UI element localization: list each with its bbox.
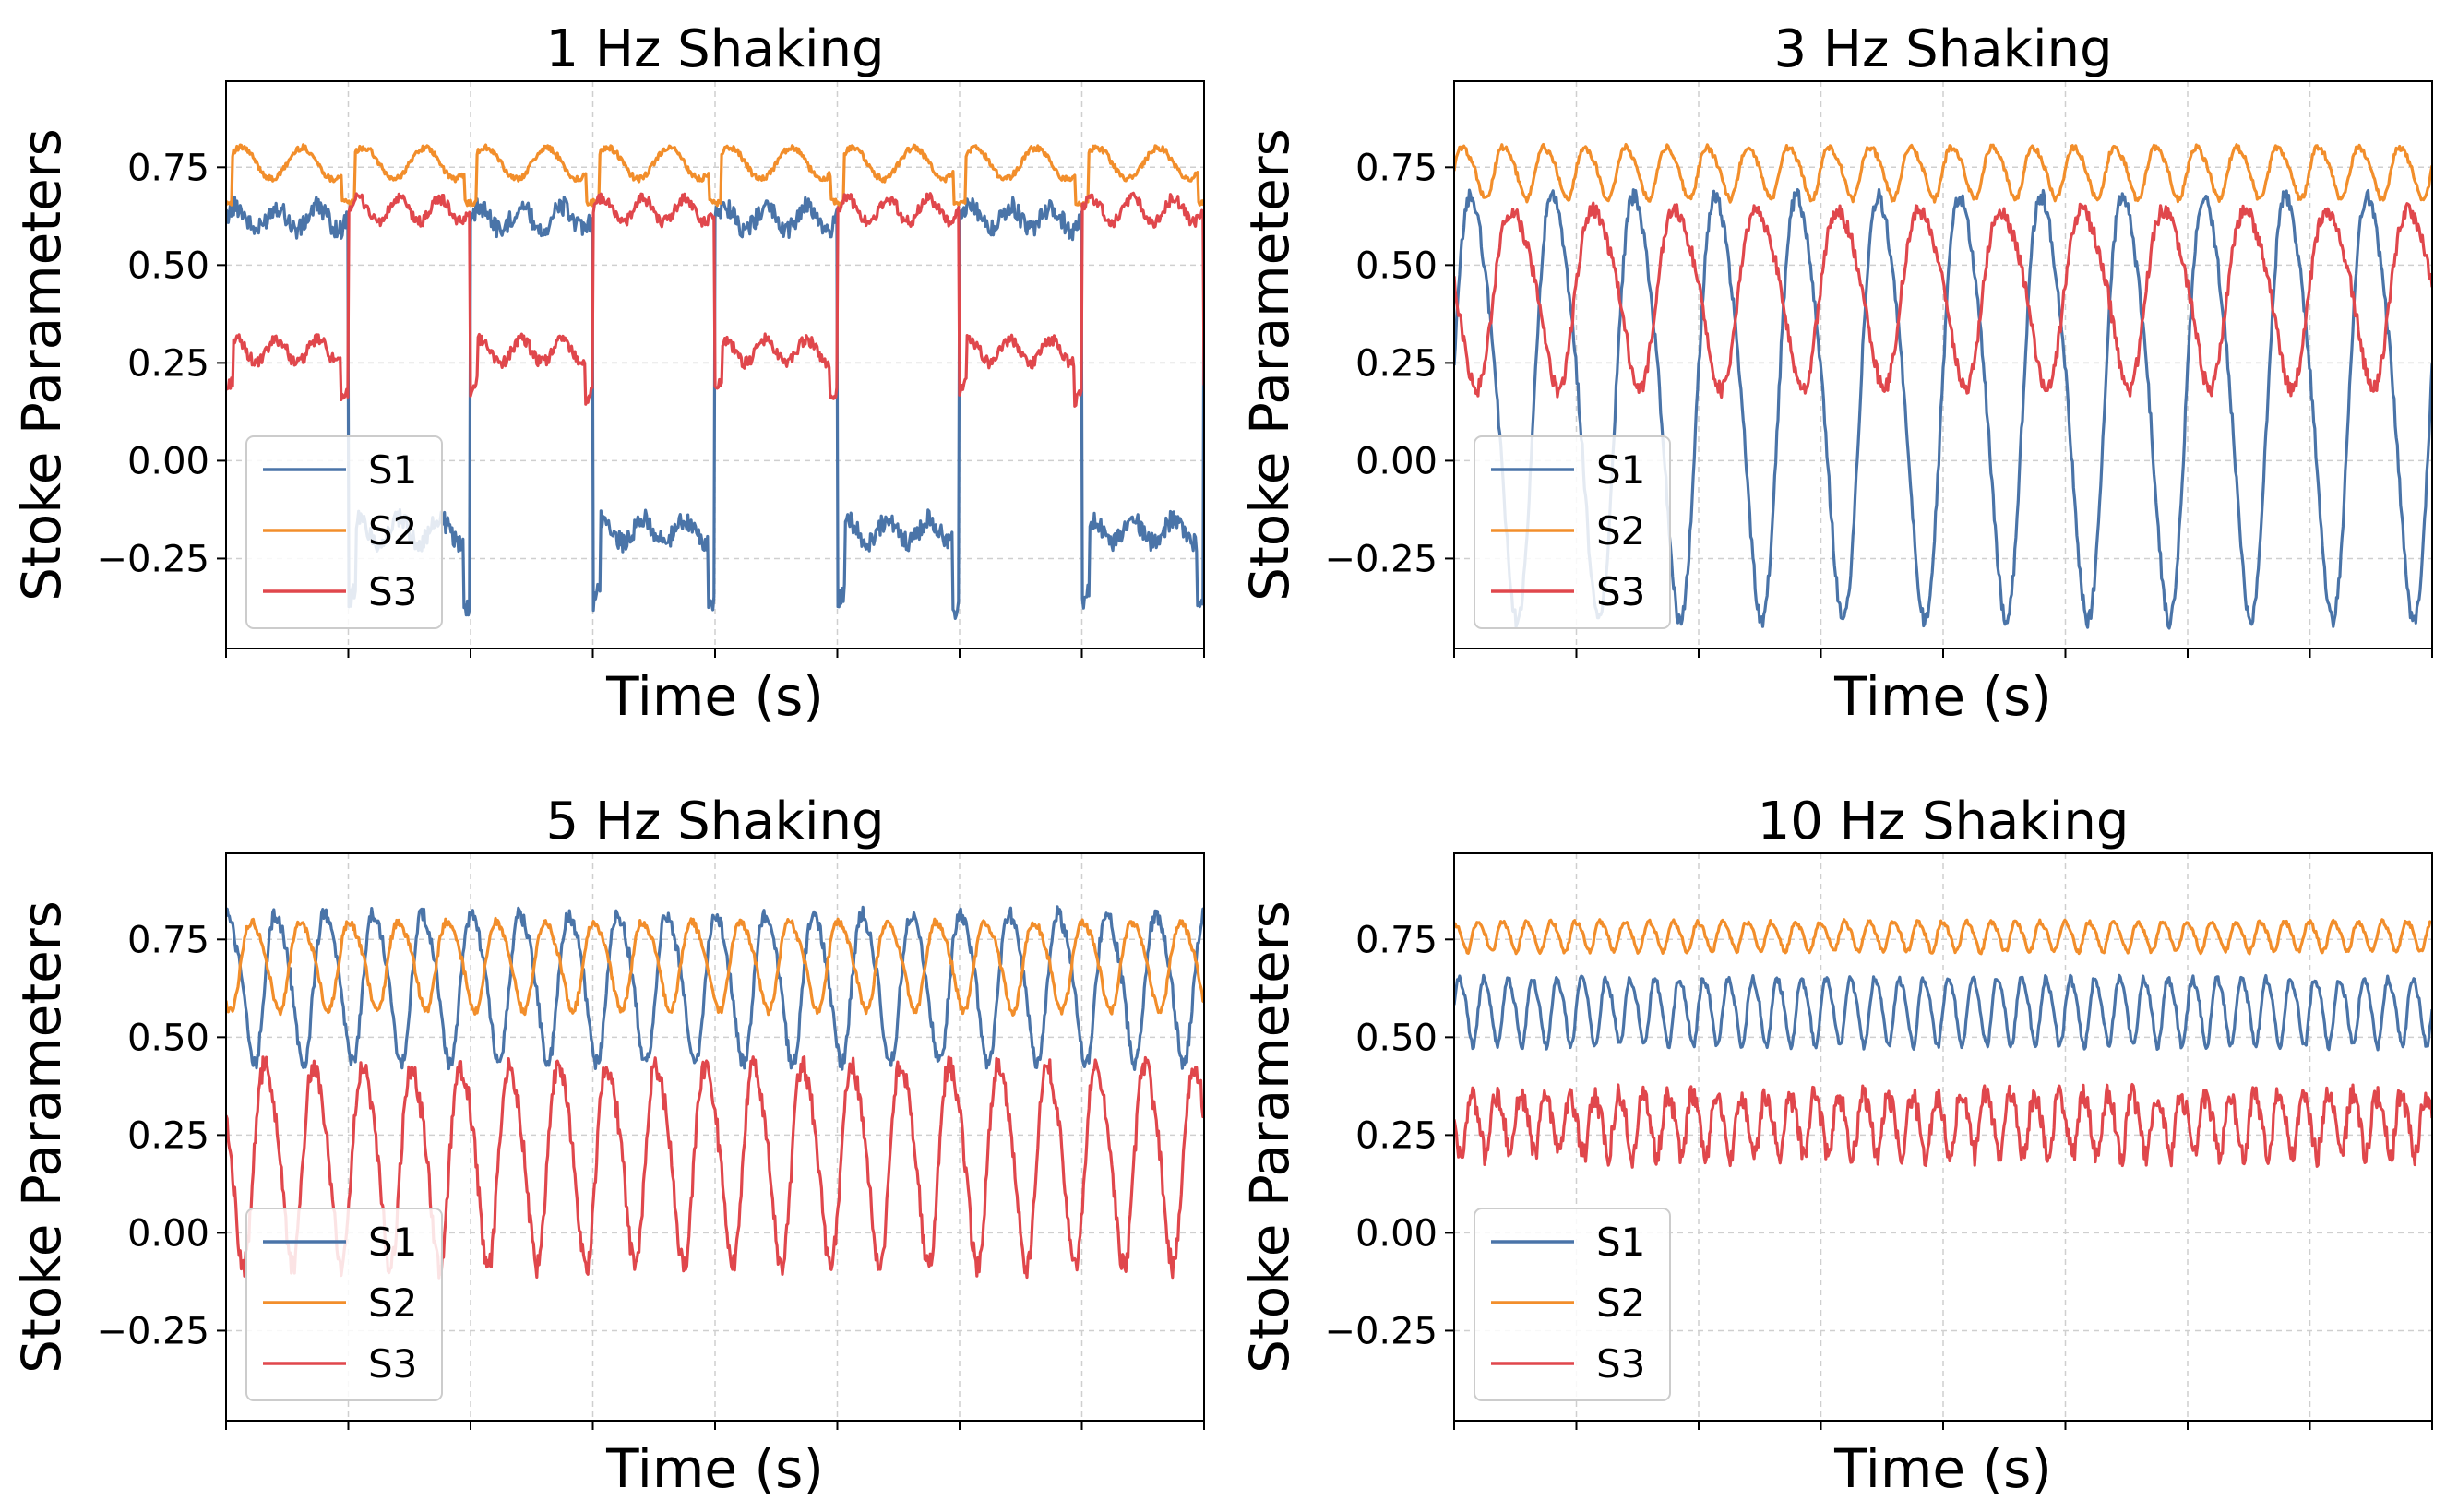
y-tick-label: 0.75	[1355, 919, 1438, 961]
plot-frame	[225, 80, 1205, 649]
legend-label-s2: S2	[368, 1280, 417, 1326]
legend-label-s3: S3	[1596, 1341, 1645, 1387]
chart-panel-3: −0.25 0.00 0.25 0.50 0.75 5 Hz Shaking Time (s…	[10, 792, 1205, 1500]
y-tick-label: 0.00	[127, 440, 209, 482]
legend-label-s1: S1	[368, 1220, 417, 1265]
y-tick-label: 0.50	[127, 244, 209, 287]
y-tick-label: 0.50	[127, 1017, 209, 1059]
y-tick-label: 0.25	[1355, 342, 1438, 385]
series-line-s2	[1454, 142, 2432, 204]
legend-box	[245, 435, 443, 629]
legend-label-s1: S1	[1596, 447, 1645, 493]
x-axis-label: Time (s)	[605, 1437, 824, 1500]
y-tick-label: 0.00	[127, 1212, 209, 1255]
legend-box	[1474, 1208, 1671, 1401]
chart-panel-4: −0.25 0.00 0.25 0.50 0.75 10 Hz Shaking Time (…	[1238, 792, 2433, 1500]
y-tick-label: 0.00	[1355, 440, 1438, 482]
y-tick-label: −0.25	[96, 538, 209, 580]
series-line-s1	[226, 905, 1204, 1071]
legend-label-s3: S3	[368, 569, 417, 614]
y-axis-label: Stoke Parameters	[10, 128, 73, 601]
series-line-s2	[226, 143, 1204, 208]
y-axis-label: Stoke Parameters	[10, 900, 73, 1374]
legend-label-s3: S3	[1596, 569, 1645, 614]
plot-frame	[1453, 852, 2433, 1422]
plot-frame	[1453, 80, 2433, 649]
series-line-s3	[226, 191, 1204, 408]
x-axis-label: Time (s)	[1833, 665, 2052, 728]
y-tick-label: 0.75	[127, 147, 209, 189]
y-axis-label: Stoke Parameters	[1238, 128, 1301, 601]
series-line-s1	[1454, 973, 2432, 1052]
y-tick-label: 0.25	[1355, 1114, 1438, 1157]
series-line-s3	[1454, 1082, 2432, 1169]
y-tick-label: 0.50	[1355, 244, 1438, 287]
chart-panel-2: −0.25 0.00 0.25 0.50 0.75 3 Hz Shaking Time (s…	[1238, 19, 2433, 728]
series-line-s1	[1454, 187, 2432, 630]
y-tick-label: 0.75	[127, 919, 209, 961]
legend-label-s2: S2	[1596, 1280, 1645, 1326]
series-line-s2	[226, 916, 1204, 1017]
legend-box	[245, 1208, 443, 1401]
chart-title: 5 Hz Shaking	[545, 792, 884, 851]
y-tick-label: −0.25	[96, 1310, 209, 1352]
legend-label-s1: S1	[368, 447, 417, 493]
y-tick-label: 0.25	[127, 342, 209, 385]
y-tick-label: −0.25	[1324, 1310, 1438, 1352]
plot-frame	[225, 852, 1205, 1422]
legend-label-s2: S2	[368, 508, 417, 554]
legend-box	[1474, 435, 1671, 629]
y-axis-label: Stoke Parameters	[1238, 900, 1301, 1374]
legend-label-s1: S1	[1596, 1220, 1645, 1265]
legend: S1 S2 S3	[1474, 1208, 1671, 1401]
y-tick-label: 0.75	[1355, 147, 1438, 189]
legend: S1 S2 S3	[245, 1208, 443, 1401]
x-axis-label: Time (s)	[1833, 1437, 2052, 1500]
legend-label-s2: S2	[1596, 508, 1645, 554]
legend-label-s3: S3	[368, 1341, 417, 1387]
y-tick-label: 0.50	[1355, 1017, 1438, 1059]
chart-title: 1 Hz Shaking	[545, 19, 884, 79]
chart-title: 3 Hz Shaking	[1773, 19, 2112, 79]
series-line-s3	[1454, 201, 2432, 399]
y-tick-label: 0.00	[1355, 1212, 1438, 1255]
y-tick-label: −0.25	[1324, 538, 1438, 580]
series-line-s2	[1454, 918, 2432, 956]
chart-title: 10 Hz Shaking	[1758, 792, 2130, 851]
x-axis-label: Time (s)	[605, 665, 824, 728]
legend: S1 S2 S3	[245, 435, 443, 629]
chart-panel-1: −0.25 0.00 0.25 0.50 0.75 1 Hz Shaking Time (s…	[10, 19, 1205, 728]
legend: S1 S2 S3	[1474, 435, 1671, 629]
y-tick-label: 0.25	[127, 1114, 209, 1157]
